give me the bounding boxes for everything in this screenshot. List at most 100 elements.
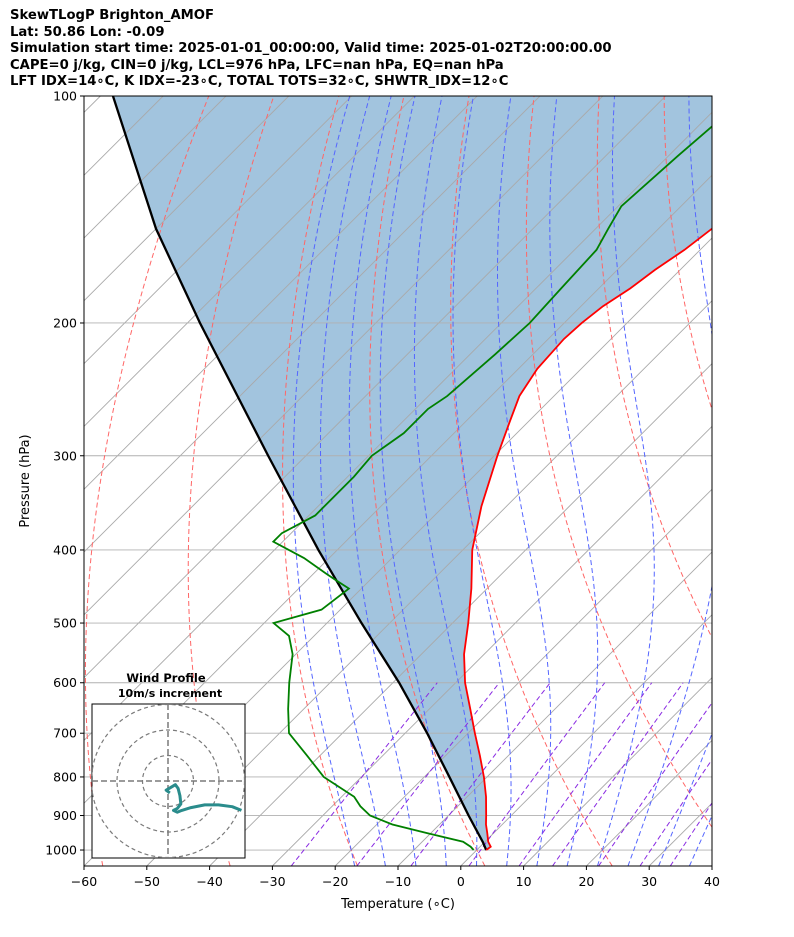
barb-full: [733, 138, 735, 150]
barb-full: [727, 803, 734, 813]
barb-full: [713, 620, 723, 627]
wind-barb: [711, 279, 734, 302]
y-tick-label: 600: [53, 675, 77, 690]
wind-barb: [711, 506, 741, 535]
barb-flag: [736, 334, 742, 348]
dry-adiabat-line: [282, 96, 358, 866]
y-tick-label: 500: [53, 616, 77, 631]
x-tick-label: −30: [259, 874, 285, 889]
moist-adiabat-line: [497, 96, 552, 866]
barb-full: [733, 180, 735, 192]
dry-adiabat-line: [729, 96, 794, 866]
cape-cin-fill: [112, 96, 712, 851]
barb-full: [732, 334, 734, 346]
moist-adiabat-line: [292, 96, 356, 866]
barb-staff: [711, 733, 712, 735]
plot-area: [84, 96, 794, 868]
barb-staff: [711, 588, 712, 591]
barb-full: [738, 833, 741, 845]
moist-adiabat-line: [348, 96, 417, 866]
wind-barb: [711, 396, 735, 419]
barb-full: [730, 151, 732, 163]
barb-half: [716, 613, 721, 616]
barb-full: [740, 470, 742, 482]
mixing-ratio-line: [552, 682, 684, 866]
mixing-ratio-line: [669, 802, 712, 866]
x-tick-label: −40: [196, 874, 222, 889]
barb-staff: [711, 506, 712, 507]
isotherm-line: [84, 96, 352, 365]
barb-full: [740, 243, 742, 255]
barb-full: [733, 467, 735, 479]
x-axis-ticks: −60 −50 −40 −30 −20 −10 0 10 20 30 40: [71, 866, 720, 889]
mixing-ratio-line: [518, 682, 653, 866]
dry-adiabat-line: [525, 96, 712, 829]
barb-full: [732, 290, 734, 302]
barb-full: [733, 407, 735, 419]
parcel-profile-line: [111, 96, 488, 851]
barb-full: [720, 712, 729, 721]
barb-full: [730, 137, 732, 149]
isotherm-line: [397, 551, 712, 866]
barb-staff: [711, 682, 712, 685]
barb-half: [730, 854, 733, 859]
barb-full: [737, 182, 739, 194]
x-axis-label: Temperature (∘C): [340, 897, 455, 912]
barb-staff: [711, 396, 712, 397]
x-tick-label: 30: [641, 874, 657, 889]
barb-full: [740, 156, 742, 168]
y-tick-label: 300: [53, 448, 77, 463]
isotherm-line: [334, 488, 712, 866]
x-tick-label: 20: [578, 874, 594, 889]
wind-barb: [711, 776, 734, 813]
wind-barb: [711, 322, 742, 348]
barb-full: [733, 240, 735, 252]
barb-full: [738, 523, 741, 535]
mixing-ratio-line: [290, 682, 438, 866]
dry-adiabats: [84, 96, 794, 866]
barb-staff: [711, 776, 712, 778]
mixing-ratio-line: [598, 702, 712, 866]
barb-staff: [711, 169, 712, 170]
cin-fill-area: [112, 96, 712, 851]
inset-plot: [92, 704, 245, 858]
x-tick-label: 10: [516, 874, 532, 889]
barb-staff: [711, 549, 712, 551]
barb-half: [716, 647, 721, 650]
moist-adiabat-line: [452, 96, 512, 866]
y-tick-label: 100: [53, 89, 77, 104]
dry-adiabat-line: [369, 96, 486, 866]
barb-full: [718, 709, 727, 718]
y-axis-label: Pressure (hPa): [18, 434, 33, 527]
wind-barbs: [711, 127, 742, 868]
isotherm-line: [84, 96, 541, 553]
isotherm-line: [711, 865, 712, 866]
wind-barb: [711, 833, 736, 868]
wind-barb: [711, 127, 735, 150]
barb-staff: [711, 228, 712, 230]
barb-full: [730, 857, 736, 868]
time-line: Simulation start time: 2025-01-01_00:00:…: [10, 41, 612, 56]
isotherm-line: [523, 676, 712, 866]
chart-header: SkewTLogP Brighton_AMOF Lat: 50.86 Lon: …: [10, 8, 612, 91]
wind-barb: [711, 228, 742, 255]
wind-barb: [711, 796, 712, 798]
barb-full: [730, 238, 732, 250]
barb-full: [730, 465, 732, 477]
dry-adiabat-line: [187, 96, 275, 866]
wind-barb: [711, 623, 723, 662]
barb-staff: [711, 322, 712, 324]
barb-staff: [711, 815, 712, 817]
barb-full: [713, 655, 723, 662]
barb-full: [733, 153, 735, 165]
moist-adiabat-line: [379, 96, 447, 866]
isotherm-line: [272, 425, 712, 866]
barb-full: [737, 468, 739, 480]
barb-full: [711, 657, 712, 659]
barb-full: [740, 183, 742, 195]
mixing-ratio-line: [639, 758, 712, 866]
mixing-ratio-line: [468, 682, 606, 866]
hodograph-trace: [164, 783, 242, 814]
isotherm-line: [84, 111, 712, 742]
